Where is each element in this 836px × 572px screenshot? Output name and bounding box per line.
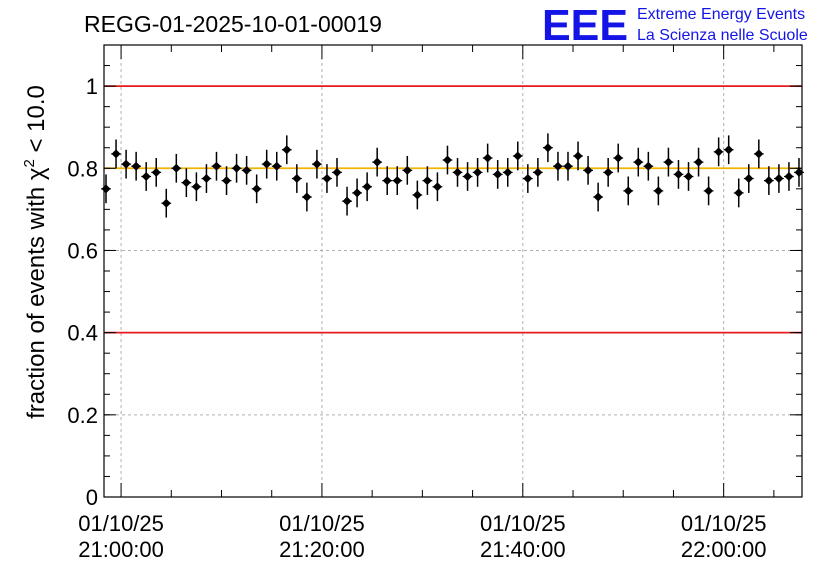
data-point-20 (302, 192, 312, 202)
y-axis-label-suffix: < 10.0 (23, 85, 50, 159)
x-tick-label-date-0: 01/10/25 (78, 511, 164, 536)
y-tick-label-3: 0.6 (67, 238, 98, 263)
data-point-15 (252, 184, 262, 194)
data-point-49 (593, 192, 603, 202)
data-point-11 (211, 161, 221, 171)
data-point-50 (603, 167, 613, 177)
data-point-22 (322, 174, 332, 184)
data-point-64 (744, 174, 754, 184)
data-point-28 (382, 176, 392, 186)
data-point-3 (131, 161, 141, 171)
data-point-6 (161, 198, 171, 208)
data-point-36 (463, 171, 473, 181)
data-point-66 (764, 176, 774, 186)
data-point-69 (794, 167, 804, 177)
data-point-5 (151, 167, 161, 177)
data-point-38 (483, 153, 493, 163)
data-point-7 (171, 163, 181, 173)
data-point-60 (704, 186, 714, 196)
data-point-12 (222, 176, 232, 186)
y-tick-label-1: 0.2 (67, 403, 98, 428)
x-tick-label-time-1: 21:20:00 (279, 537, 365, 562)
data-point-39 (493, 169, 503, 179)
data-point-21 (312, 159, 322, 169)
data-point-1 (111, 149, 121, 159)
data-point-13 (232, 163, 242, 173)
y-axis-label-superscript: 2 (21, 159, 38, 167)
data-point-35 (453, 167, 463, 177)
data-point-4 (141, 171, 151, 181)
data-point-32 (422, 176, 432, 186)
data-point-16 (262, 159, 272, 169)
y-axis-label-chi: χ (23, 167, 50, 180)
logo-line-2: La Scienza nelle Scuole (637, 27, 808, 44)
reference-lines (104, 85, 802, 334)
eee-logo: EEE Extreme Energy Events La Scienza nel… (542, 1, 808, 50)
data-point-37 (473, 167, 483, 177)
data-point-59 (694, 157, 704, 167)
data-point-34 (442, 155, 452, 165)
data-point-10 (201, 174, 211, 184)
data-point-29 (392, 176, 402, 186)
x-tick-label-date-1: 01/10/25 (279, 511, 365, 536)
x-tick-label-date-3: 01/10/25 (681, 511, 767, 536)
x-tick-label-time-0: 21:00:00 (78, 537, 164, 562)
data-point-57 (673, 169, 683, 179)
data-point-56 (663, 157, 673, 167)
data-point-48 (583, 165, 593, 175)
logo-line-1: Extreme Energy Events (637, 6, 805, 23)
data-point-61 (714, 147, 724, 157)
logo-letters: EEE (542, 1, 628, 50)
data-point-45 (553, 161, 563, 171)
y-tick-labels: 0 0.2 0.4 0.6 0.8 1 (67, 74, 98, 510)
data-point-68 (784, 171, 794, 181)
data-point-43 (533, 167, 543, 177)
data-point-63 (734, 188, 744, 198)
data-point-65 (754, 149, 764, 159)
chart-title: REGG-01-2025-10-01-00019 (84, 11, 382, 37)
data-point-62 (724, 145, 734, 155)
y-tick-label-2: 0.4 (67, 321, 98, 346)
data-point-23 (332, 167, 342, 177)
data-point-46 (563, 161, 573, 171)
data-point-67 (774, 174, 784, 184)
x-tick-label-time-2: 21:40:00 (480, 537, 566, 562)
data-point-55 (653, 186, 663, 196)
y-tick-label-0: 0 (86, 485, 98, 510)
y-tick-label-5: 1 (86, 74, 98, 99)
data-point-31 (412, 190, 422, 200)
data-point-53 (633, 157, 643, 167)
data-point-18 (282, 145, 292, 155)
data-point-19 (292, 174, 302, 184)
data-point-9 (191, 182, 201, 192)
x-tick-label-date-2: 01/10/25 (480, 511, 566, 536)
data-point-14 (242, 165, 252, 175)
data-point-40 (503, 167, 513, 177)
y-axis-label-prefix: fraction of events with (23, 180, 50, 419)
data-point-51 (613, 153, 623, 163)
data-point-44 (543, 143, 553, 153)
data-point-2 (121, 159, 131, 169)
data-point-30 (402, 165, 412, 175)
y-axis-label: fraction of events with χ2 < 10.0 (21, 85, 50, 419)
data-point-58 (684, 171, 694, 181)
data-point-47 (573, 151, 583, 161)
x-tick-labels: 01/10/2521:00:0001/10/2521:20:0001/10/25… (78, 511, 766, 562)
data-point-25 (352, 188, 362, 198)
data-point-41 (513, 151, 523, 161)
y-tick-label-4: 0.8 (67, 156, 98, 181)
data-point-24 (342, 196, 352, 206)
data-point-26 (362, 182, 372, 192)
x-tick-label-time-3: 22:00:00 (681, 537, 767, 562)
data-point-8 (181, 178, 191, 188)
axis-ticks (104, 44, 802, 498)
data-point-17 (272, 161, 282, 171)
data-point-54 (643, 161, 653, 171)
data-point-52 (623, 186, 633, 196)
data-point-27 (372, 157, 382, 167)
data-point-33 (432, 182, 442, 192)
data-point-42 (523, 174, 533, 184)
